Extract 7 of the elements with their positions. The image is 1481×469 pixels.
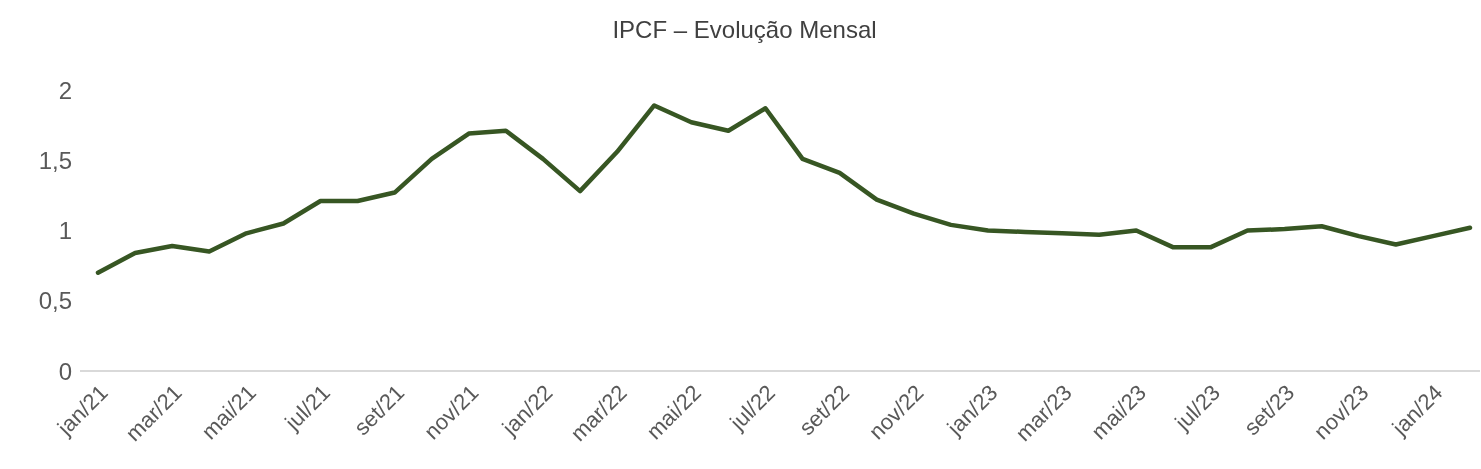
line-series [95,103,1473,275]
y-tick-label: 1 [58,217,72,245]
y-tick-label: 0 [58,357,72,385]
y-tick-label: 2 [58,76,72,104]
chart-title: IPCF – Evolução Mensal [611,15,878,45]
y-tick-label: 1,5 [38,146,72,174]
y-tick-label: 0,5 [38,287,72,315]
